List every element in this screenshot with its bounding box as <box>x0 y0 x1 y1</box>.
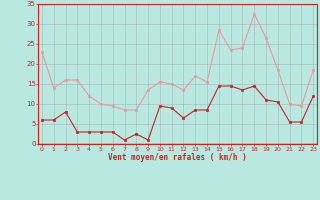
X-axis label: Vent moyen/en rafales ( km/h ): Vent moyen/en rafales ( km/h ) <box>108 153 247 162</box>
